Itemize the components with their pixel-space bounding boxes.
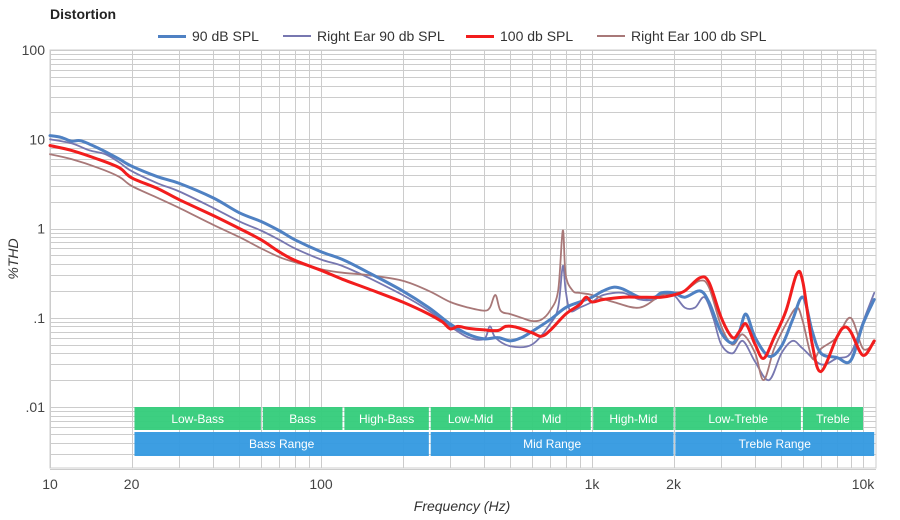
band-label: Low-Bass — [171, 412, 224, 426]
y-tick-label: 100 — [22, 42, 46, 58]
legend-item[interactable]: 100 db SPL — [466, 26, 573, 46]
legend-swatch — [466, 34, 494, 38]
band-top-high-bass — [344, 407, 429, 430]
legend-swatch — [158, 34, 186, 38]
y-tick-label: .01 — [26, 399, 46, 415]
legend-label: Right Ear 100 db SPL — [631, 28, 767, 44]
y-tick-label: 1 — [37, 221, 45, 237]
x-tick-label: 1k — [585, 476, 601, 492]
band-top-bass — [262, 407, 343, 430]
band-label: Low-Mid — [448, 412, 493, 426]
x-tick-label: 20 — [124, 476, 140, 492]
band-bottom-bass-range — [134, 432, 429, 456]
legend-swatch — [597, 35, 625, 37]
band-top-treble — [802, 407, 863, 430]
band-label: High-Mid — [609, 412, 657, 426]
band-bottom-mid-range — [430, 432, 674, 456]
band-bottom-treble-range — [675, 432, 875, 456]
series-line-100-db-spl — [48, 144, 876, 373]
legend-swatch — [283, 35, 311, 37]
band-label: Bass Range — [249, 437, 315, 451]
legend-item[interactable]: Right Ear 100 db SPL — [597, 26, 766, 46]
band-top-low-mid — [430, 407, 511, 430]
x-tick-label: 100 — [309, 476, 333, 492]
band-label: High-Bass — [359, 412, 414, 426]
band-label: Low-Treble — [708, 412, 768, 426]
frequency-bands: Low-Bass Bass High-Bass Low-Mid Mid High-Mid L… — [134, 407, 875, 456]
band-top-mid — [512, 407, 591, 430]
series-line-90-db-spl — [48, 134, 876, 365]
band-top-low-treble — [675, 407, 801, 430]
x-tick-label: 10 — [42, 476, 58, 492]
legend-label: 100 db SPL — [500, 28, 574, 44]
legend-label: Right Ear 90 db SPL — [317, 28, 445, 44]
y-axis-ticks: 100 10 1 .1 .01 — [22, 42, 46, 415]
series-line-right-ear-90-db-spl — [49, 138, 876, 382]
legend-item[interactable]: 90 dB SPL — [158, 26, 259, 46]
band-label: Mid — [542, 412, 561, 426]
band-label: Treble — [816, 412, 850, 426]
legend: 90 dB SPL Right Ear 90 db SPL 100 db SPL Ri… — [0, 26, 900, 46]
y-tick-label: .1 — [33, 310, 45, 326]
grid — [49, 49, 877, 470]
chart-title: Distortion — [50, 6, 117, 22]
x-axis-ticks: 10 20 100 1k 2k 10k — [42, 476, 875, 492]
x-tick-label: 2k — [666, 476, 682, 492]
legend-label: 90 dB SPL — [192, 28, 259, 44]
x-axis-title: Frequency (Hz) — [414, 498, 510, 514]
band-top-high-mid — [593, 407, 674, 430]
series-line-right-ear-100-db-spl — [49, 153, 876, 382]
series-lines — [48, 134, 876, 382]
band-label: Bass — [289, 412, 316, 426]
legend-item[interactable]: Right Ear 90 db SPL — [283, 26, 445, 46]
band-top-low-bass — [134, 407, 261, 430]
y-axis-title: %THD — [5, 238, 21, 279]
y-tick-label: 10 — [29, 131, 45, 147]
x-tick-label: 10k — [852, 476, 876, 492]
band-label: Mid Range — [523, 437, 581, 451]
band-label: Treble Range — [739, 437, 812, 451]
